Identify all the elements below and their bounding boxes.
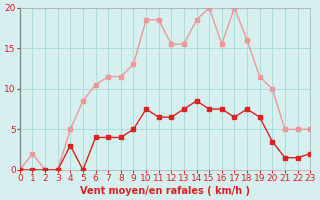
X-axis label: Vent moyen/en rafales ( km/h ): Vent moyen/en rafales ( km/h ) [80,186,250,196]
